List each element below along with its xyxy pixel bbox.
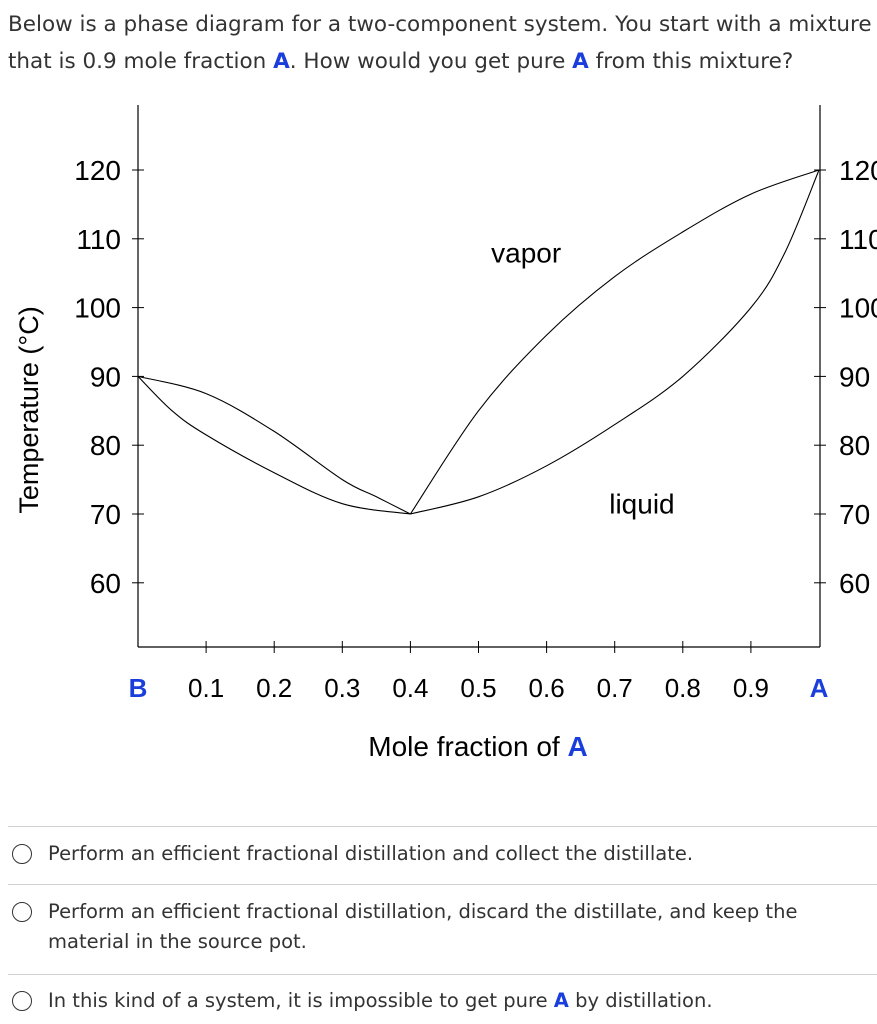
region-label: vapor [491,238,561,269]
x-tick-label: 0.4 [392,673,428,703]
answer-option-label: In this kind of a system, it is impossib… [48,989,713,1012]
divider [8,884,877,885]
y-tick-label: 80 [90,430,121,461]
y-tick-label: 70 [90,499,121,530]
y-axis-right-ticks: 120 110 100 90 80 70 60 [814,155,877,599]
region-label: liquid [609,489,674,520]
x-tick-label: A [810,673,829,703]
x-tick-label: 0.7 [597,673,633,703]
radio-button[interactable] [12,991,32,1011]
answer-option-label: Perform an efficient fractional distilla… [48,900,798,953]
x-tick-label: 0.2 [256,673,292,703]
x-tick-label: 0.5 [460,673,496,703]
x-axis-label-accent: A [567,731,587,762]
x-axis-label: Mole fraction of A [368,731,587,762]
phase-boundary-curve [137,376,411,515]
phase-diagram-chart: 120 110 100 90 80 70 60 120 110 100 90 80 70 60 B 0.1… [14,105,877,762]
y-tick-label-right: 60 [839,568,870,599]
phase-boundary-curve [137,375,411,515]
question-text: Below is a phase diagram for a two-compo… [8,12,872,74]
y-tick-label-right: 90 [839,361,870,392]
x-tick-label: 0.9 [733,673,769,703]
x-tick-label: 0.8 [665,673,701,703]
y-tick-label-right: 70 [839,499,870,530]
y-tick-label-right: 100 [839,293,877,324]
phase-boundary-curve [410,169,820,515]
y-tick-label: 120 [74,155,121,186]
divider [8,826,877,827]
y-tick-label: 60 [90,568,121,599]
y-axis-left-ticks: 120 110 100 90 80 70 60 [74,155,144,599]
y-tick-label-right: 80 [839,430,870,461]
radio-button[interactable] [12,844,32,864]
answer-option-label: Perform an efficient fractional distilla… [48,842,694,865]
y-tick-label-right: 110 [839,224,877,255]
x-tick-label: 0.6 [529,673,565,703]
y-tick-label: 100 [74,293,121,324]
y-tick-label: 90 [90,361,121,392]
x-axis-label-text: Mole fraction of [368,731,560,762]
phase-curves [137,169,820,515]
x-tick-label: 0.3 [324,673,360,703]
region-labels: vapor liquid [491,238,674,520]
divider [8,974,877,975]
y-axis-label: Temperature (°C) [14,306,44,513]
chart-axes [137,105,821,648]
x-tick-label: 0.1 [188,673,224,703]
phase-boundary-curve [409,169,820,515]
x-axis-ticks: B 0.1 0.2 0.3 0.4 0.5 0.6 0.7 0.8 0.9 A [129,641,829,703]
y-tick-label: 110 [76,224,121,255]
x-tick-label: B [129,673,148,703]
radio-button[interactable] [12,902,32,922]
y-tick-label-right: 120 [839,155,877,186]
